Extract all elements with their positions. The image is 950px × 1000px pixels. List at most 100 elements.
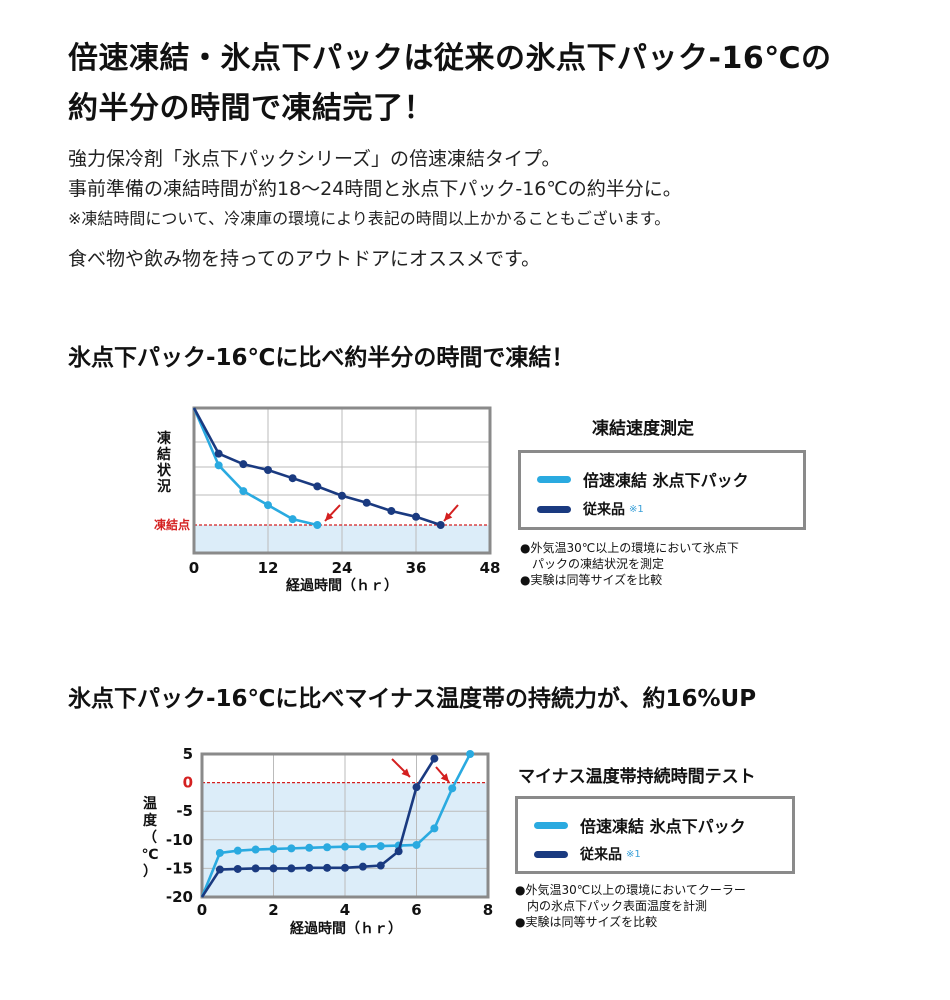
chart1-point	[214, 461, 223, 470]
chart2-legend-conventional: 従来品 ※1	[534, 844, 641, 864]
chart2-point	[215, 848, 224, 857]
legend-swatch-fast-2	[534, 821, 568, 829]
chart1-ylabel-char: 凍	[157, 430, 172, 447]
chart1-note-3: ●実験は同等サイズを比較	[520, 573, 663, 587]
legend-note-conventional-2: ※1	[626, 848, 641, 860]
chart1-point	[239, 460, 248, 469]
chart1-note-2: パックの凍結状況を測定	[520, 557, 665, 571]
chart1-frame	[192, 406, 492, 555]
chart2-point	[341, 842, 349, 851]
chart1-arrow-conventional-head	[444, 512, 453, 521]
chart1-point	[288, 515, 297, 524]
chart1-notes: ●外気温30℃以上の環境において氷点下 パックの凍結状況を測定 ●実験は同等サイ…	[520, 540, 739, 588]
chart1-point	[313, 482, 322, 491]
chart1-title: 凍結速度測定	[592, 419, 694, 439]
chart2-point	[287, 844, 296, 853]
chart2-point	[305, 843, 314, 852]
chart2-note-1: ●外気温30℃以上の環境においてクーラー	[515, 883, 746, 897]
legend-label-conventional: 従来品	[583, 502, 625, 518]
legend-note-conventional: ※1	[629, 503, 644, 515]
chart2-legend: 倍速凍結 氷点下パック 従来品 ※1	[515, 796, 795, 874]
chart1-arrow-fast-head	[325, 512, 334, 521]
chart1-xtick-label: 48	[480, 559, 501, 577]
chart2-point	[233, 846, 242, 855]
chart2-xtick-label: 8	[483, 901, 493, 919]
chart2-xtick-label: 4	[340, 901, 350, 919]
chart2-arrow-fast-head	[440, 773, 449, 782]
chart1-ylabel-char: 況	[157, 478, 171, 495]
intro-line-2: 事前準備の凍結時間が約18〜24時間と氷点下パック-16℃の約半分に。	[68, 178, 682, 200]
chart2-arrow-conventional-head	[401, 768, 410, 777]
chart2-point	[376, 861, 385, 870]
intro-text: 強力保冷剤「氷点下パックシリーズ」の倍速凍結タイプ。 事前準備の凍結時間が約18…	[68, 144, 682, 274]
chart2-point	[269, 864, 278, 873]
chart2-point	[358, 862, 367, 871]
chart2-point	[233, 864, 242, 873]
chart2-ytick-label: 0	[183, 774, 193, 792]
chart2-legend-fast: 倍速凍結 氷点下パック	[534, 813, 746, 837]
chart1-note-1: ●外気温30℃以上の環境において氷点下	[520, 541, 739, 555]
chart2-frame	[200, 752, 490, 899]
chart2-point	[412, 783, 421, 792]
chart1-xtick-label: 24	[332, 559, 353, 577]
chart2-ytick-label: 5	[183, 745, 193, 763]
chart1-xlabel: 経過時間（ｈｒ）	[286, 577, 398, 594]
chart2-point	[305, 863, 314, 872]
chart1-legend-conventional: 従来品 ※1	[537, 499, 644, 519]
chart2-ytick-label: -10	[166, 831, 193, 849]
chart2-point	[412, 840, 421, 849]
chart2-point	[430, 824, 439, 833]
chart1-point	[288, 474, 297, 483]
chart1-point	[214, 449, 223, 458]
chart2-notes: ●外気温30℃以上の環境においてクーラー 内の氷点下パック表面温度を計測 ●実験…	[515, 882, 746, 930]
chart1-point	[436, 521, 445, 529]
section-title-freezing: 氷点下パック-16℃に比べ約半分の時間で凍結！	[68, 345, 575, 371]
legend-label-fast-2: 倍速凍結 氷点下パック	[580, 817, 746, 836]
legend-swatch-conventional-2	[534, 850, 568, 858]
intro-line-3: 食べ物や飲み物を持ってのアウトドアにオススメです。	[68, 248, 541, 270]
legend-label-conventional-2: 従来品	[580, 847, 622, 863]
chart1-point	[313, 521, 322, 529]
chart2-point	[269, 844, 278, 853]
section-title-duration: 氷点下パック-16℃に比べマイナス温度帯の持続力が、約16%UP	[68, 686, 757, 712]
chart2-ylabel-char: ）	[143, 864, 157, 880]
chart2-series-line-0	[200, 753, 472, 898]
chart2-xlabel: 経過時間（ｈｒ）	[290, 920, 402, 937]
legend-swatch-conventional	[537, 505, 571, 513]
chart1-series-line-0	[192, 407, 318, 527]
chart2-xtick-label: 0	[197, 901, 207, 919]
chart2-point	[358, 842, 367, 851]
chart1-point	[362, 498, 371, 507]
chart1-ylabel-char: 状	[157, 462, 172, 479]
chart2-ytick-label: -20	[166, 888, 193, 906]
chart2-ytick-label: -15	[166, 859, 193, 877]
intro-line-1: 強力保冷剤「氷点下パックシリーズ」の倍速凍結タイプ。	[68, 148, 561, 170]
chart1-point	[264, 466, 272, 475]
chart1-xtick-label: 36	[406, 559, 427, 577]
legend-label-fast: 倍速凍結 氷点下パック	[583, 471, 749, 490]
chart2-ytick-label: -5	[176, 802, 193, 820]
chart2-xtick-label: 6	[411, 901, 421, 919]
chart1-ylabel-char: 結	[157, 446, 171, 463]
chart2-point	[430, 754, 439, 763]
chart1-point	[412, 512, 420, 521]
chart2-point	[323, 843, 332, 852]
chart1-point	[338, 491, 346, 500]
headline-line-2: 約半分の時間で凍結完了！	[68, 91, 434, 126]
chart2-point	[394, 847, 403, 856]
chart2-point	[341, 863, 349, 872]
chart2-point	[466, 750, 475, 758]
chart2-point	[448, 784, 457, 793]
chart2-ylabel-char: （	[143, 830, 157, 846]
chart2-point	[251, 845, 260, 854]
chart2-point	[251, 864, 260, 873]
chart2-note-2: 内の氷点下パック表面温度を計測	[515, 899, 708, 913]
chart2-title: マイナス温度帯持続時間テスト	[518, 767, 756, 787]
chart2-xtick-label: 2	[268, 901, 278, 919]
legend-swatch-fast	[537, 475, 571, 483]
chart2-point	[323, 863, 332, 872]
headline: 倍速凍結・氷点下パックは従来の氷点下パック-16℃の 約半分の時間で凍結完了！	[68, 34, 928, 134]
chart1-freezing-label: 凍結点	[154, 517, 190, 532]
chart2-ylabel-char: 温	[143, 796, 157, 812]
